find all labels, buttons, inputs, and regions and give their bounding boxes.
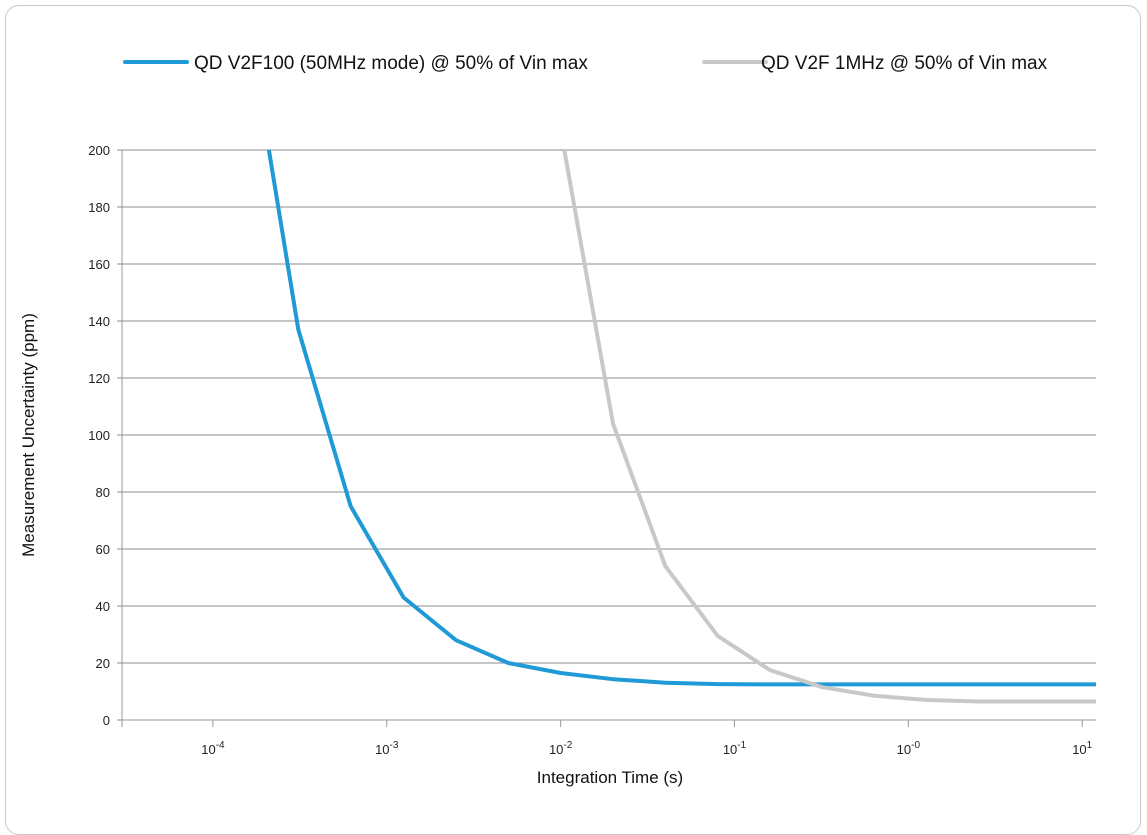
y-axis-ticks: 0 20 40 60 80 100 120 140 160 180 200: [88, 143, 122, 728]
x-axis-title: Integration Time (s): [537, 768, 683, 787]
x-axis-ticks: 10-4 10-3 10-2 10-1 10-0 101: [121, 720, 1093, 757]
x-tick-label-4: 10-0: [897, 740, 921, 757]
series-line-0: [266, 149, 1096, 687]
data-series: [266, 149, 1096, 704]
gridlines: [121, 149, 1096, 721]
y-tick-label-120: 120: [88, 371, 110, 386]
y-tick-label-20: 20: [96, 656, 110, 671]
series-line-1: [562, 149, 1096, 704]
y-tick-label-180: 180: [88, 200, 110, 215]
y-tick-label-40: 40: [96, 599, 110, 614]
x-tick-label-1: 10-3: [375, 740, 399, 757]
y-tick-label-0: 0: [103, 713, 110, 728]
y-tick-label-60: 60: [96, 542, 110, 557]
y-tick-label-80: 80: [96, 485, 110, 500]
y-tick-label-160: 160: [88, 257, 110, 272]
legend-label-v2f100: QD V2F100 (50MHz mode) @ 50% of Vin max: [194, 53, 588, 74]
y-axis-title: Measurement Uncertainty (ppm): [19, 313, 38, 557]
legend: QD V2F100 (50MHz mode) @ 50% of Vin max …: [123, 53, 1048, 74]
x-tick-label-3: 10-1: [723, 740, 747, 757]
y-tick-label-200: 200: [88, 143, 110, 158]
x-tick-label-0: 10-4: [201, 740, 225, 757]
x-tick-label-2: 10-2: [549, 740, 573, 757]
y-tick-label-100: 100: [88, 428, 110, 443]
legend-label-v2f-1mhz: QD V2F 1MHz @ 50% of Vin max: [761, 53, 1048, 74]
x-tick-label-5: 101: [1072, 740, 1092, 757]
chart-frame: [5, 5, 1141, 835]
y-tick-label-140: 140: [88, 314, 110, 329]
